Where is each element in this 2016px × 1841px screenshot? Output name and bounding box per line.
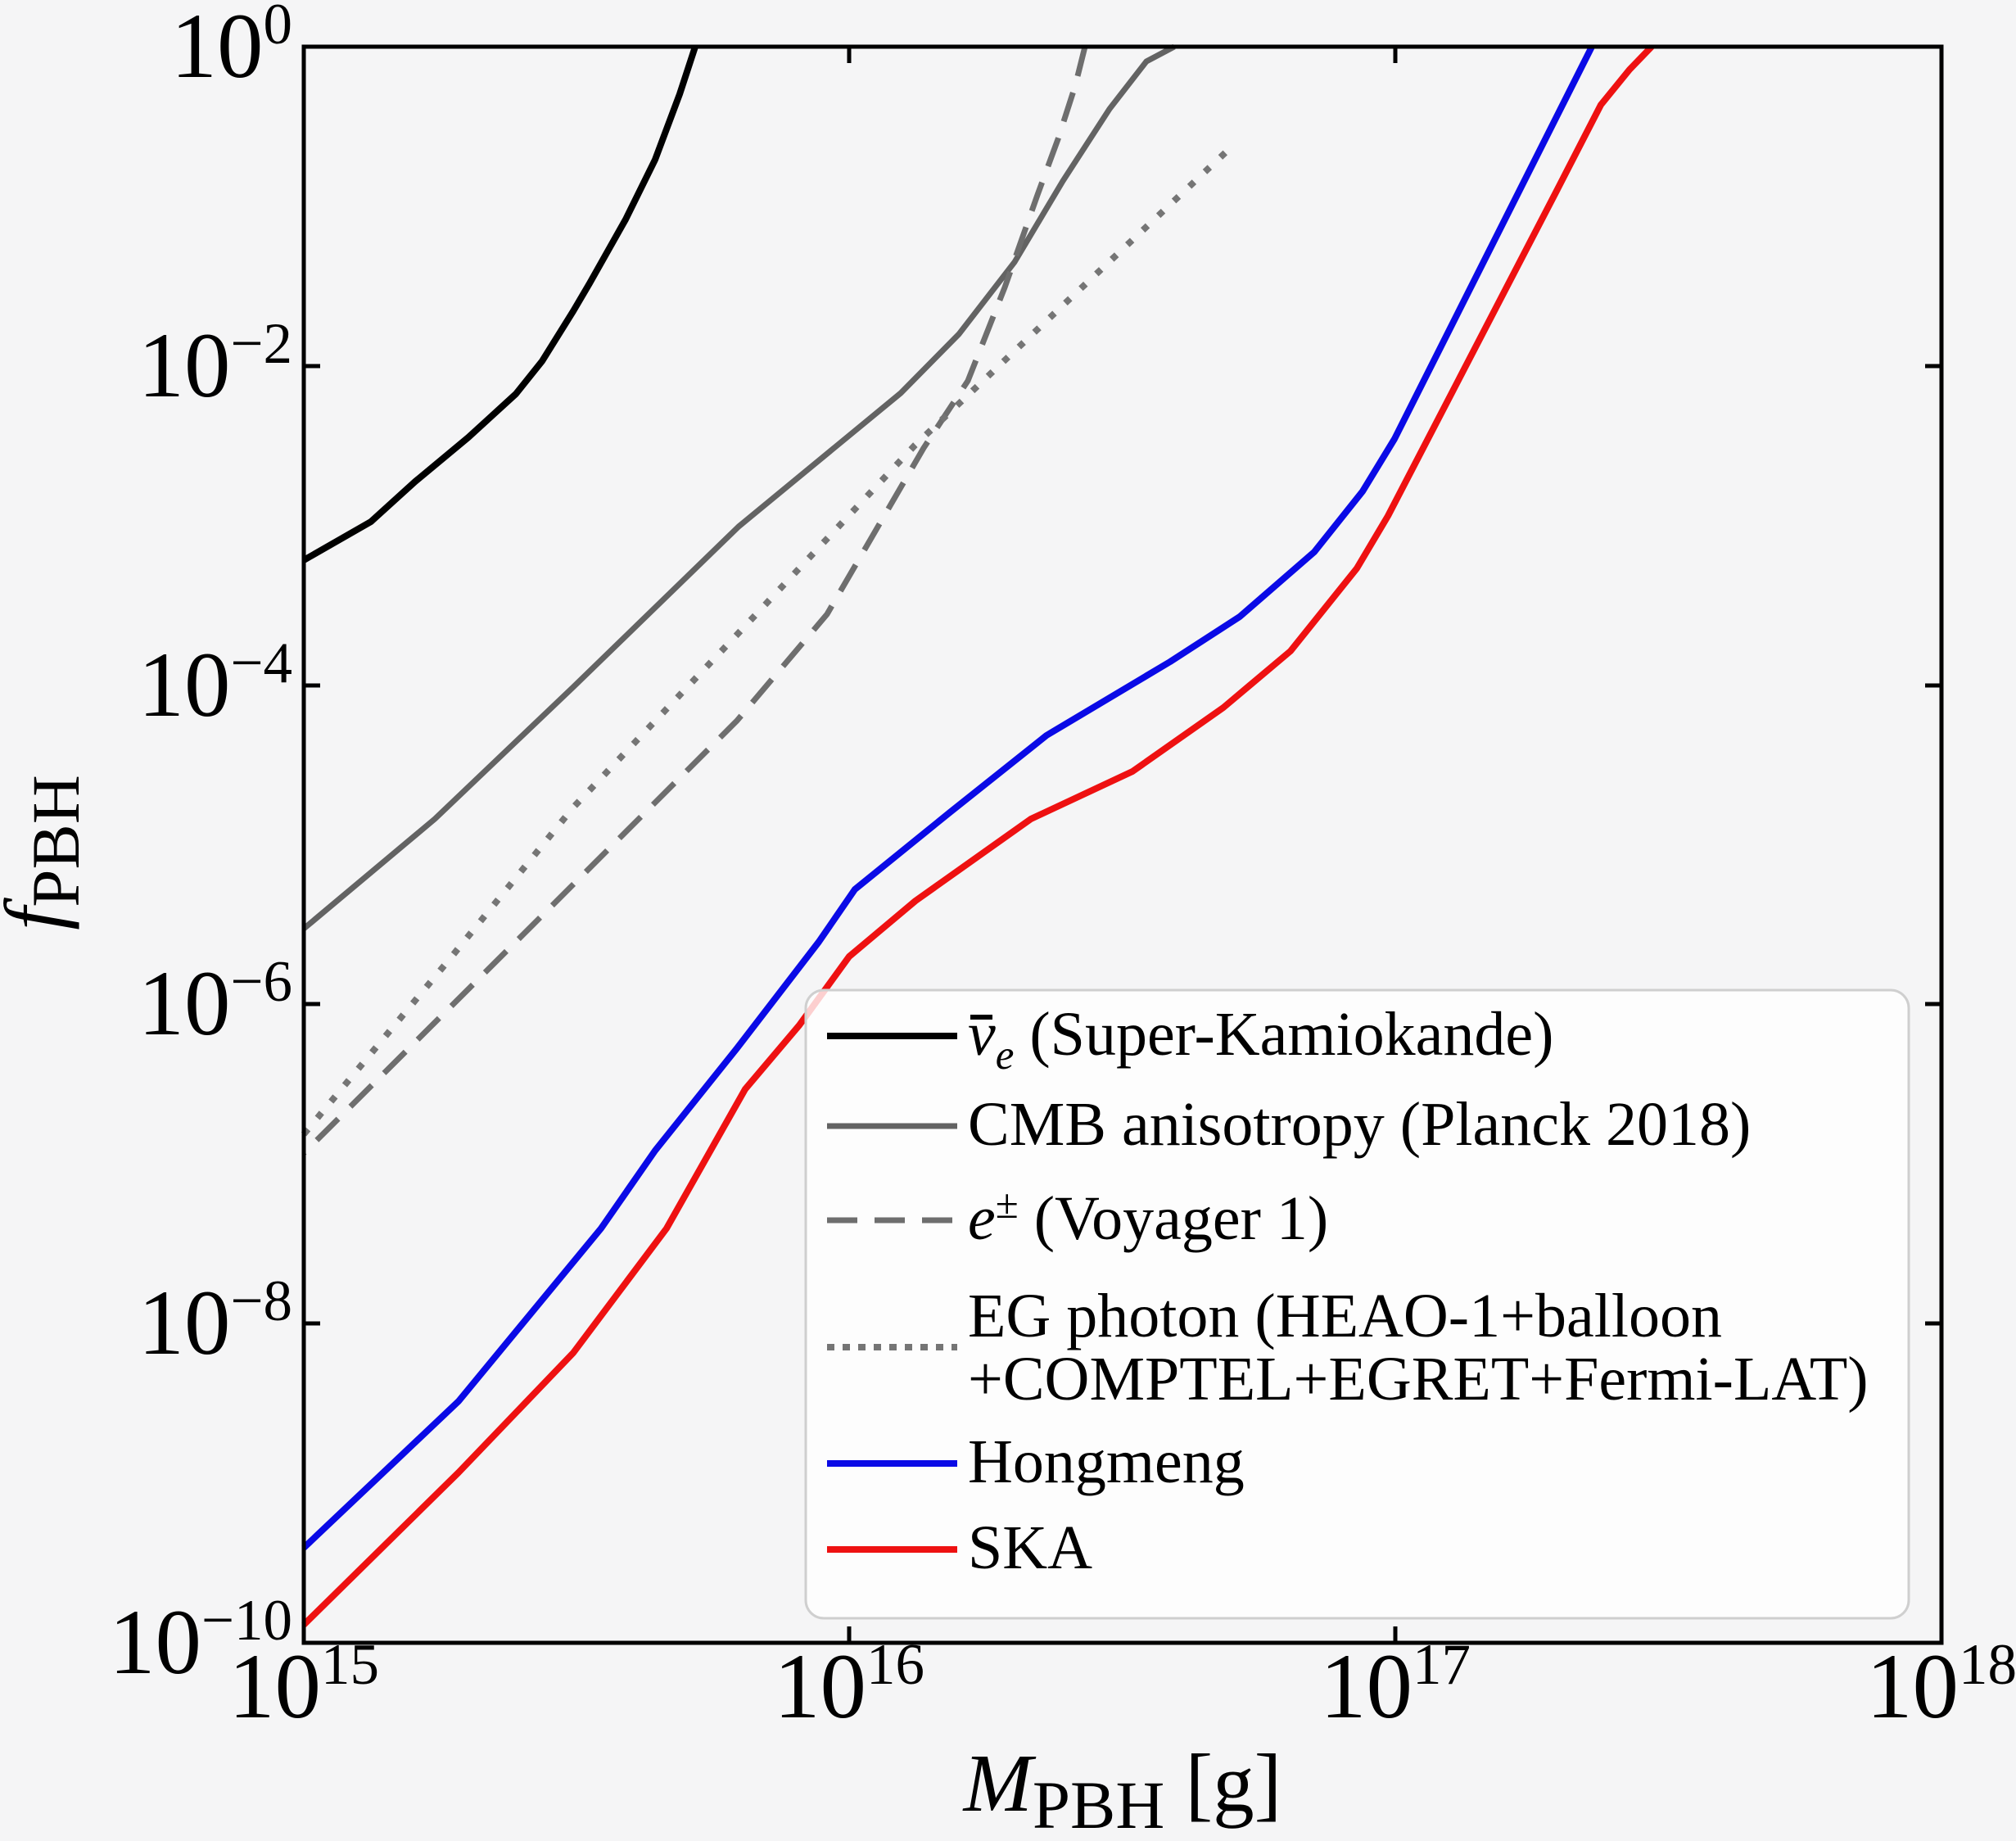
svg-text:1017: 1017 — [1320, 1633, 1471, 1738]
svg-text:MPBH [g]: MPBH [g] — [962, 1737, 1282, 1837]
svg-text:e± (Voyager 1): e± (Voyager 1) — [968, 1182, 1328, 1253]
svg-text:νe (Super-Kamiokande): νe (Super-Kamiokande) — [968, 1000, 1553, 1079]
svg-text:SKA: SKA — [968, 1513, 1092, 1582]
svg-text:EG photon (HEAO-1+balloon: EG photon (HEAO-1+balloon — [968, 1282, 1722, 1350]
svg-text:+COMPTEL+EGRET+Fermi-LAT): +COMPTEL+EGRET+Fermi-LAT) — [968, 1345, 1869, 1414]
svg-text:CMB anisotropy (Planck 2018): CMB anisotropy (Planck 2018) — [968, 1090, 1751, 1159]
svg-text:Hongmeng: Hongmeng — [968, 1427, 1245, 1496]
